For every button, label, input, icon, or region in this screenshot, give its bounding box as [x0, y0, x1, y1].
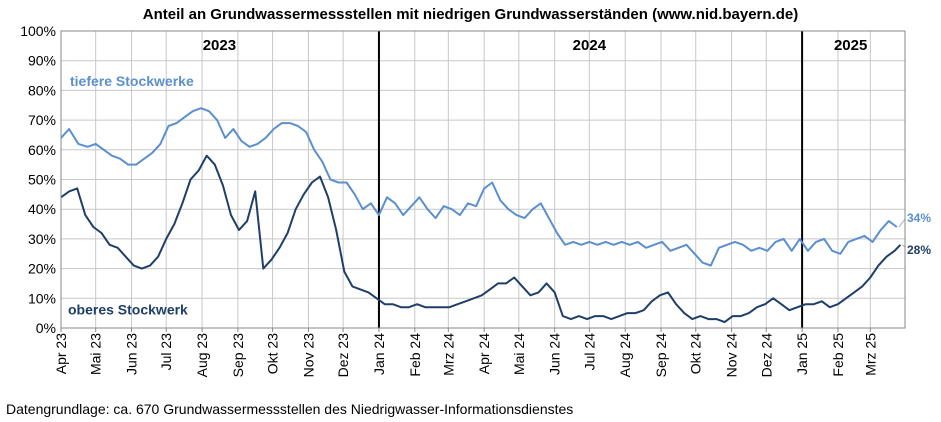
y-tick-label: 50% — [28, 172, 56, 188]
x-tick-label: Mrz 25 — [862, 333, 878, 376]
x-tick-label: Nov 24 — [724, 333, 740, 378]
x-tick-label: Jul 23 — [158, 333, 174, 371]
x-tick-label: Jun 23 — [124, 333, 140, 375]
plot-frame — [60, 30, 906, 329]
x-tick-label: Mai 23 — [88, 333, 104, 375]
year-dividers — [377, 31, 804, 328]
y-tick-label: 10% — [28, 290, 56, 306]
end-value-label: 34% — [907, 211, 931, 225]
y-tick-label: 0% — [36, 320, 56, 336]
x-tick-label: Apr 24 — [476, 333, 492, 374]
end-value-label: 28% — [907, 243, 931, 257]
year-labels: 2023 2024 2025 — [203, 37, 868, 54]
y-tick-label: 70% — [28, 112, 56, 128]
y-tick-label: 60% — [28, 142, 56, 158]
x-tick-label: Sep 23 — [230, 333, 246, 378]
x-tick-label: Jun 24 — [547, 333, 563, 375]
year-label: 2024 — [573, 37, 607, 54]
series-labels: tiefere Stockwerke oberes Stockwerk 34% 28% — [68, 73, 931, 318]
x-tick-label: Mai 24 — [511, 333, 527, 375]
x-tick-label: Feb 25 — [830, 333, 846, 377]
x-tick-label: Mrz 24 — [440, 333, 456, 376]
x-tick-label: Nov 23 — [300, 333, 316, 378]
x-tick-label: Okt 24 — [688, 333, 704, 374]
year-label: 2025 — [834, 37, 867, 54]
y-tick-label: 100% — [20, 23, 56, 39]
y-tick-label: 40% — [28, 201, 56, 217]
x-tick-label: Feb 24 — [407, 333, 423, 377]
y-tick-label: 80% — [28, 82, 56, 98]
series-lines — [60, 107, 902, 324]
x-tick-label: Aug 23 — [194, 333, 210, 378]
year-label: 2023 — [203, 37, 236, 54]
y-tick-label: 20% — [28, 261, 56, 277]
series-name-label: oberes Stockwerk — [68, 302, 188, 318]
x-tick-label: Aug 24 — [617, 333, 633, 378]
y-tick-label: 90% — [28, 53, 56, 69]
x-tick-label: Sep 24 — [653, 333, 669, 378]
data-source-note: Datengrundlage: ca. 670 Grundwassermesss… — [6, 401, 574, 417]
y-axis-tick-labels: 0% 10% 20% 30% 40% 50% 60% 70% 80% 90% 100% — [20, 23, 56, 336]
x-axis-tick-labels: Apr 23 Mai 23 Jun 23 Jul 23 Aug 23 Sep 23 Okt … — [53, 333, 878, 378]
x-tick-label: Okt 23 — [265, 333, 281, 374]
x-tick-label: Jan 24 — [371, 333, 387, 375]
series-line-tiefere-stockwerke — [60, 107, 898, 267]
series-name-label: tiefere Stockwerke — [70, 73, 194, 89]
x-tick-label: Dez 23 — [335, 333, 351, 378]
y-tick-label: 30% — [28, 231, 56, 247]
x-tick-label: Jan 25 — [794, 333, 810, 375]
series-line-oberes-stockwerk — [60, 154, 902, 324]
x-tick-label: Apr 23 — [53, 333, 69, 374]
chart-title: Anteil an Grundwassermessstellen mit nie… — [142, 6, 799, 23]
x-tick-label: Dez 24 — [758, 333, 774, 378]
x-tick-label: Jul 24 — [581, 333, 597, 371]
end-label-leader — [898, 218, 906, 228]
